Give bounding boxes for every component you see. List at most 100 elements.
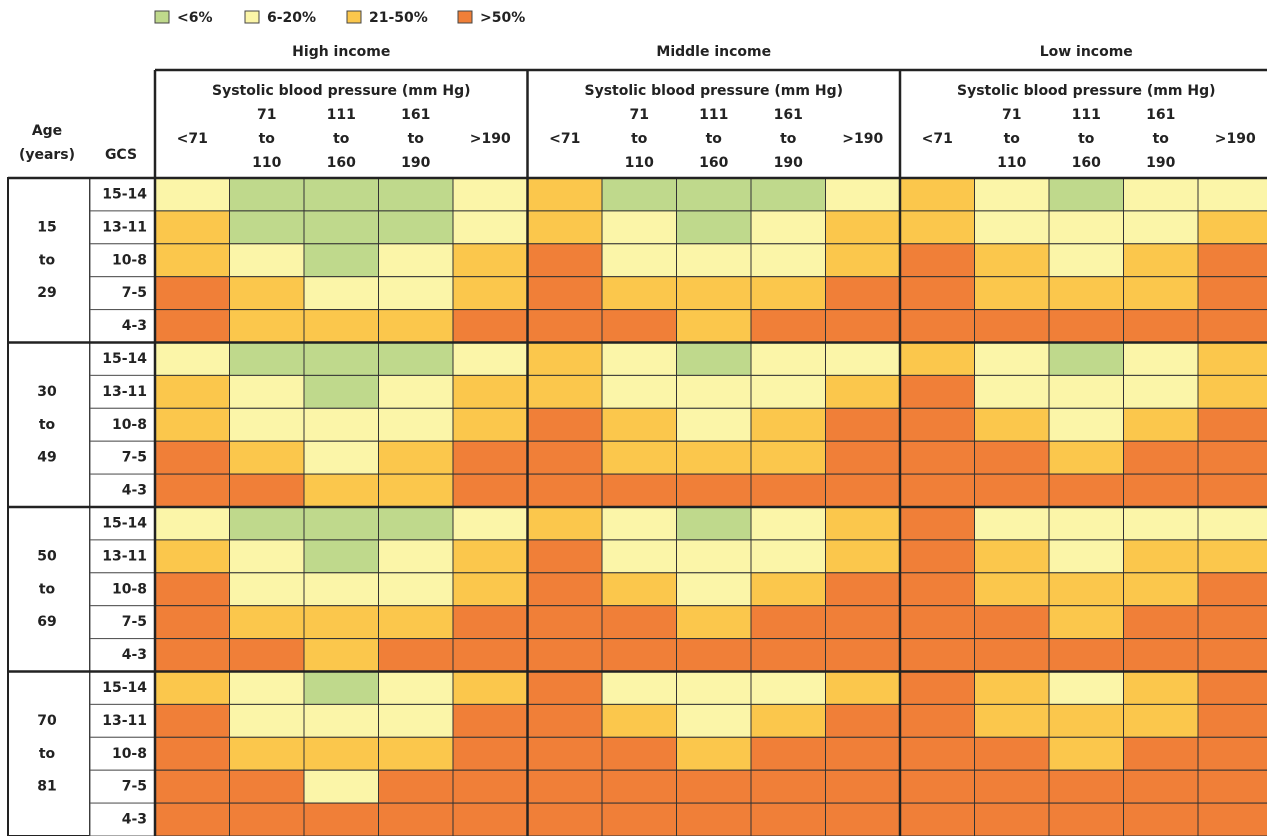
age-box — [7, 341, 91, 508]
heat-cell — [899, 276, 975, 311]
column-label: 71 — [630, 107, 649, 123]
age-label: 50 — [37, 548, 57, 564]
heat-cell — [452, 342, 528, 376]
heat-cell — [378, 671, 454, 705]
heat-cell — [303, 440, 379, 475]
heat-cell — [378, 243, 454, 278]
column-label: 110 — [997, 155, 1026, 171]
heat-cell — [1197, 342, 1267, 376]
age-label: 15 — [37, 219, 56, 235]
heat-cell — [899, 802, 975, 836]
heat-cell — [676, 243, 752, 278]
column-label: >190 — [842, 131, 883, 147]
heat-cell — [527, 243, 603, 278]
legend-swatch — [154, 10, 170, 24]
heat-cell — [527, 572, 603, 607]
column-label: 160 — [699, 155, 728, 171]
heat-cell — [1123, 374, 1199, 409]
heat-cell — [1123, 210, 1199, 245]
heat-cell — [899, 736, 975, 771]
heat-cell — [899, 342, 975, 376]
heat-cell — [154, 374, 230, 409]
heat-cell — [825, 243, 901, 278]
heat-cell — [154, 407, 230, 442]
heat-cell — [974, 243, 1050, 278]
heat-cell — [378, 638, 454, 672]
heat-cell — [1048, 703, 1124, 738]
heat-cell — [154, 605, 230, 640]
heat-cell — [825, 374, 901, 409]
heat-cell — [601, 802, 677, 836]
heat-cell — [1123, 473, 1199, 508]
heat-cell — [1123, 671, 1199, 705]
heat-cell — [1048, 506, 1124, 541]
heat-cell — [974, 605, 1050, 640]
heat-cell — [303, 671, 379, 705]
heat-cell — [1048, 210, 1124, 245]
heat-cell — [1048, 605, 1124, 640]
heat-cell — [154, 703, 230, 738]
heat-cell — [378, 703, 454, 738]
gcs-label: 13-11 — [102, 384, 147, 400]
heat-cell — [154, 539, 230, 574]
heat-cell — [1048, 342, 1124, 376]
heat-cell — [1197, 769, 1267, 804]
heat-cell — [825, 736, 901, 771]
column-label: 110 — [625, 155, 654, 171]
column-label: 111 — [699, 107, 728, 123]
heat-cell — [452, 572, 528, 607]
heat-cell — [750, 638, 826, 672]
heat-cell — [229, 374, 305, 409]
heat-cell — [303, 276, 379, 311]
heat-cell — [229, 506, 305, 541]
heat-cell — [601, 407, 677, 442]
heat-cell — [229, 671, 305, 705]
heat-cell — [378, 802, 454, 836]
gcs-label: 4-3 — [122, 812, 147, 828]
heat-cell — [452, 276, 528, 311]
heat-cell — [676, 736, 752, 771]
heat-cell — [154, 572, 230, 607]
heat-cell — [303, 802, 379, 836]
age-box — [7, 177, 91, 344]
heat-cell — [899, 506, 975, 541]
gcs-label: 15-14 — [102, 680, 147, 696]
gcs-label: 7-5 — [122, 614, 147, 630]
sbp-title: Systolic blood pressure (mm Hg) — [957, 83, 1216, 99]
heat-cell — [1048, 802, 1124, 836]
heat-cell — [452, 440, 528, 475]
column-label: 190 — [774, 155, 803, 171]
heat-cell — [378, 539, 454, 574]
age-label: to — [39, 417, 56, 433]
heat-cell — [899, 374, 975, 409]
heat-cell — [229, 342, 305, 376]
heat-cell — [1123, 506, 1199, 541]
gcs-label: 15-14 — [102, 515, 147, 531]
heat-cell — [303, 703, 379, 738]
gcs-label: 13-11 — [102, 548, 147, 564]
gcs-cell — [89, 769, 156, 804]
heat-cell — [750, 572, 826, 607]
heat-cell — [378, 473, 454, 508]
heat-cell — [974, 473, 1050, 508]
heat-cell — [750, 605, 826, 640]
heat-cell — [825, 572, 901, 607]
heat-cell — [452, 703, 528, 738]
heat-cell — [1048, 539, 1124, 574]
heat-cell — [676, 638, 752, 672]
heat-cell — [750, 177, 826, 212]
heat-cell — [527, 769, 603, 804]
heat-cell — [303, 407, 379, 442]
heat-cell — [303, 342, 379, 376]
heat-cell — [1123, 572, 1199, 607]
gcs-header: GCS — [105, 147, 137, 163]
heat-cell — [1197, 802, 1267, 836]
heat-cell — [1123, 276, 1199, 311]
heat-cell — [452, 243, 528, 278]
heat-cell — [1048, 769, 1124, 804]
heat-cell — [825, 769, 901, 804]
heat-cell — [825, 638, 901, 672]
heat-cell — [452, 309, 528, 344]
heat-cell — [1197, 605, 1267, 640]
heat-cell — [154, 802, 230, 836]
